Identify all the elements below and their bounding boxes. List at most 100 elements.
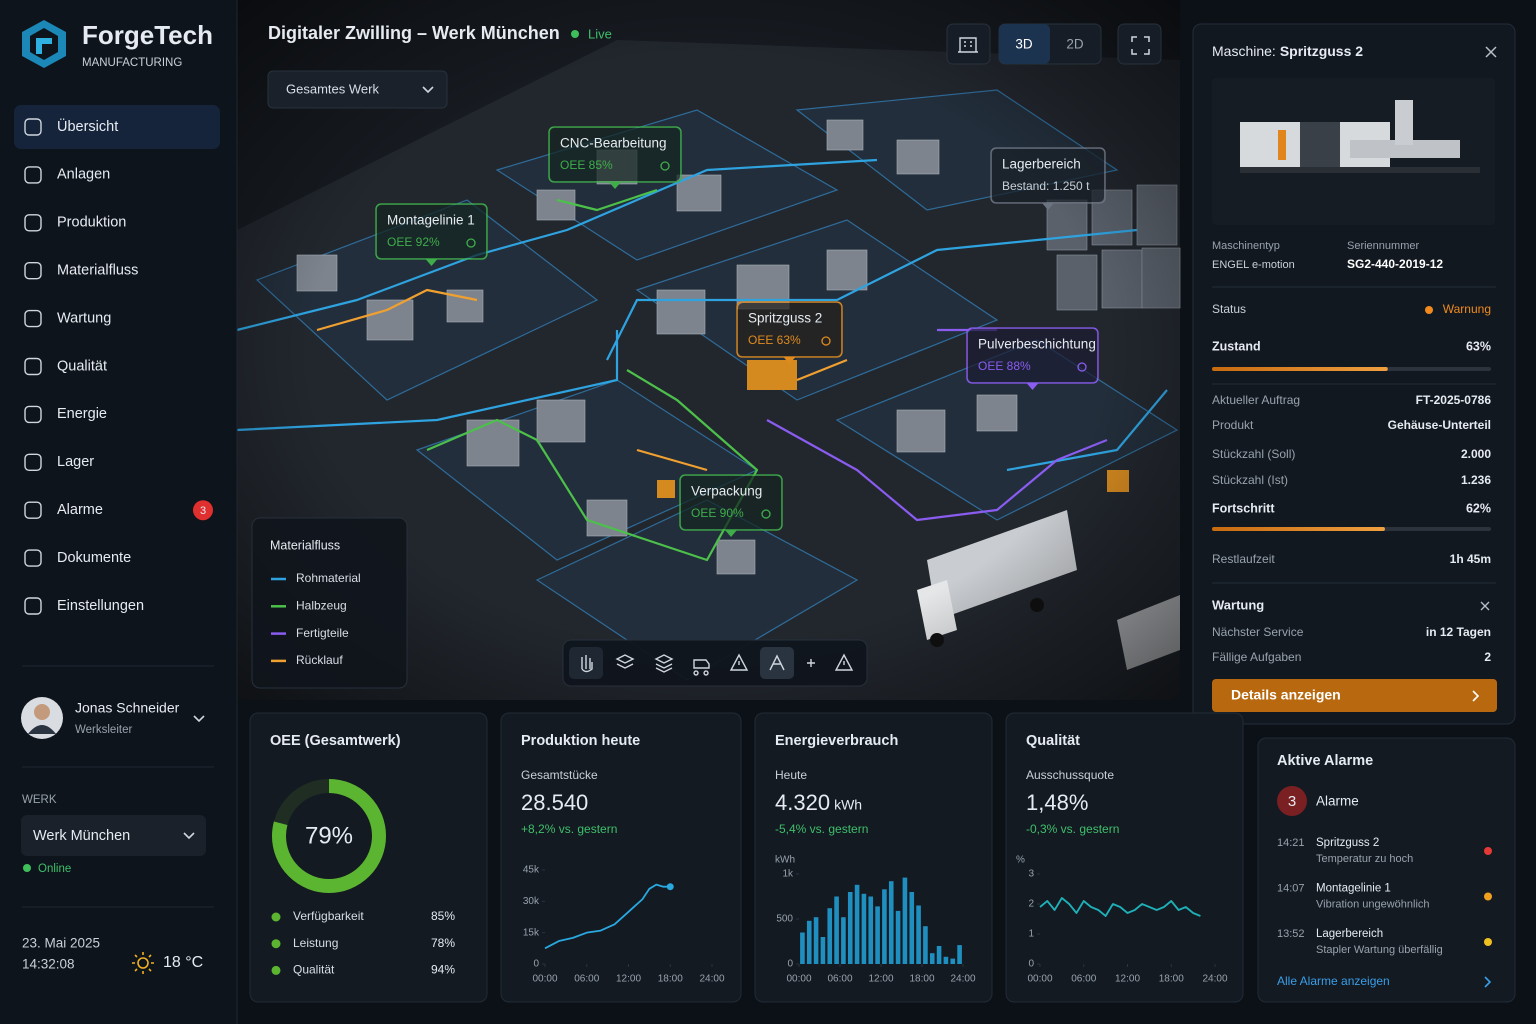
x-tick-label: 12:00 [1115, 974, 1140, 985]
alarm-title[interactable]: Montagelinie 1 [1316, 883, 1391, 895]
nav-icon [24, 166, 42, 184]
kpi-value: 28.540 [521, 790, 588, 815]
card-title: Produktion heute [521, 733, 640, 749]
zone-label-bg [681, 476, 781, 529]
zone-pointer [1042, 203, 1054, 210]
zone-icon [821, 336, 831, 346]
zone-info: OEE 90% [691, 506, 744, 520]
oee-item-label: Leistung [293, 936, 338, 950]
fullscreen-button[interactable] [1117, 23, 1162, 65]
card-title: OEE (Gesamtwerk) [270, 733, 401, 749]
alarm-count-badge [1277, 786, 1307, 816]
alarm-title[interactable]: Lagerbereich [1316, 928, 1383, 940]
user-chevron[interactable] [193, 715, 205, 723]
card-subtitle: Heute [775, 768, 807, 782]
details-button[interactable] [1212, 679, 1497, 712]
x-tick-label: 06:00 [827, 974, 852, 985]
alarm-text: Stapler Wartung überfällig [1316, 944, 1443, 956]
zone-pointer [725, 530, 737, 537]
legend-item: Rücklauf [296, 653, 343, 667]
bar [834, 896, 839, 964]
bar [820, 937, 826, 964]
x-tick-label: 18:00 [658, 974, 683, 985]
nav-item[interactable]: Materialfluss [57, 263, 138, 279]
remaining-label: Restlaufzeit [1212, 552, 1275, 566]
zone-pointer [425, 259, 438, 266]
nav-item[interactable]: Alarme [57, 502, 103, 518]
nav-icon [24, 214, 42, 232]
time: 14:32:08 [22, 957, 75, 972]
user-role: Werksleiter [75, 724, 132, 736]
nav-item[interactable]: Dokumente [57, 550, 131, 566]
legend-item: Halbzeug [296, 598, 347, 612]
building-button[interactable] [946, 23, 991, 65]
zone-label-bg [968, 329, 1097, 382]
zone-name: Spritzguss 2 [748, 311, 822, 326]
nav-icon [24, 118, 42, 136]
nav-item[interactable]: Produktion [57, 215, 126, 231]
alarm-text: Temperatur zu hoch [1316, 853, 1413, 865]
machine-image [1212, 78, 1495, 225]
oee-item-value: 85% [431, 909, 455, 923]
progress-fill [1212, 367, 1388, 371]
view-option[interactable]: 2D [1066, 37, 1084, 52]
zone-label-bg [738, 303, 841, 356]
zone-icon [761, 509, 771, 519]
nav-item[interactable]: Übersicht [57, 117, 118, 135]
maintenance-value: in 12 Tagen [1426, 625, 1491, 639]
view-option[interactable]: 3D [1015, 37, 1033, 52]
x-tick-label: 00:00 [532, 974, 557, 985]
alarm-title[interactable]: Spritzguss 2 [1316, 837, 1379, 849]
last-point [666, 883, 674, 891]
plant-select[interactable] [21, 815, 206, 856]
maintenance-label: Nächster Service [1212, 625, 1304, 639]
detail-label: Produkt [1212, 418, 1254, 432]
x-tick-label: 12:00 [616, 974, 641, 985]
filter-value[interactable]: Gesamtes Werk [286, 81, 379, 96]
oee-item-label: Verfügbarkeit [293, 909, 364, 923]
spec-label: Seriennummer [1347, 240, 1419, 252]
bar [841, 917, 846, 964]
kpi-change: -0,3% vs. gestern [1026, 822, 1119, 836]
alarm-time: 14:07 [1277, 882, 1305, 894]
oee-item-label: Qualität [293, 963, 335, 977]
close-button[interactable] [1485, 46, 1497, 58]
nav-item[interactable]: Lager [57, 454, 94, 470]
legend-item: Fertigteile [296, 626, 349, 640]
x-tick-label: 00:00 [1027, 974, 1052, 985]
nav-item[interactable]: Wartung [57, 310, 111, 326]
x-tick-label: 24:00 [950, 974, 975, 985]
zone-info: OEE 92% [387, 235, 440, 249]
maintenance-label: Fällige Aufgaben [1212, 650, 1301, 664]
brand-name: ForgeTech [82, 20, 213, 50]
y-tick-label: 0 [787, 959, 793, 970]
bar [813, 917, 819, 964]
bar [895, 910, 901, 964]
alarms-link[interactable]: Alle Alarme anzeigen [1277, 974, 1390, 988]
bar [916, 905, 921, 964]
progress-label: Fortschritt [1212, 501, 1275, 515]
nav-badge [193, 500, 213, 521]
detail-label: Stückzahl (Soll) [1212, 447, 1295, 461]
link-chevron [1484, 976, 1492, 988]
filter-dropdown[interactable] [267, 70, 448, 109]
nav-item[interactable]: Anlagen [57, 167, 110, 183]
kpi-change: -5,4% vs. gestern [775, 822, 868, 836]
nav-item[interactable]: Qualität [57, 358, 107, 374]
plant-value[interactable]: Werk München [33, 828, 130, 844]
bar [943, 956, 949, 964]
nav-icon [24, 357, 42, 376]
toolbar-icons[interactable] [569, 647, 854, 679]
oee-item-value: 94% [431, 963, 455, 977]
y-tick-label: 15k [523, 927, 540, 938]
card-subtitle: Gesamtstücke [521, 768, 598, 782]
bar [800, 932, 805, 964]
details-button-label[interactable]: Details anzeigen [1231, 687, 1341, 703]
status-dot [1425, 306, 1433, 314]
maintenance-close[interactable] [1480, 601, 1490, 611]
donut-arc [272, 779, 386, 893]
nav-item[interactable]: Einstellungen [57, 598, 144, 614]
zone-icon [660, 161, 670, 171]
nav-item[interactable]: Energie [57, 406, 107, 422]
card-title: Qualität [1026, 733, 1080, 749]
